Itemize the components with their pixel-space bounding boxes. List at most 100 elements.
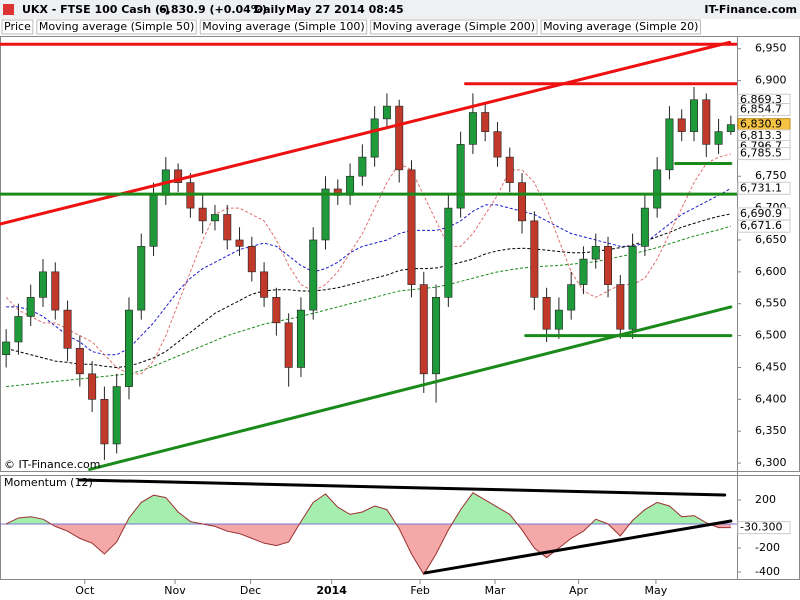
x-tick-label: Oct [75,584,95,597]
candle-body [14,316,23,343]
candle-body [223,214,232,241]
candle-body [432,297,441,375]
candle-body [505,156,514,183]
candle-body [346,175,355,196]
momentum-area-negative [6,523,731,575]
x-tick-label: Apr [569,584,589,597]
level-label: -30.300 [740,521,782,534]
legend-box [540,19,701,35]
candle-body [665,118,674,171]
y-tick-label: 6,500 [755,329,787,342]
candle-body [702,99,711,145]
candle-body [640,207,649,247]
candle-body [2,341,11,356]
legend-box [370,19,538,35]
candle-body [321,188,330,241]
candle-body [149,195,158,247]
y-tick-label: 6,600 [755,265,787,278]
legend-entry: Moving average (Simple 100) [202,20,364,33]
y-tick-label: -200 [755,541,780,554]
candle-body [210,214,219,222]
trendline [78,478,727,497]
last-price: 6,830.9 (+0.04%) [159,3,267,16]
y-tick-label: 6,900 [755,74,787,87]
trendline [88,305,733,471]
plot-area [0,478,737,576]
candle-body [382,105,391,120]
legend-entry: Moving average (Simple 200) [373,20,535,33]
level-label-box [737,181,791,195]
legend-entry: Moving average (Simple 50) [39,20,194,33]
logo-icon [3,4,14,15]
level-label: 6,869.3 [740,93,782,106]
candle-body [579,258,588,285]
candle-body [284,322,293,368]
y-tick-label: 6,300 [755,456,787,469]
level-label: 6,785.5 [740,147,782,160]
candle-body [235,239,244,247]
candle-body [63,309,72,349]
y-tick-label: 6,950 [755,42,787,55]
x-tick-label: Feb [410,584,429,597]
symbol: UKX - FTSE 100 Cash (-) [22,3,170,16]
candle-body [260,271,269,298]
y-tick-label: 6,450 [755,360,787,373]
momentum-line [5,492,731,576]
candle-body [112,386,121,445]
x-tick-label: Dec [240,584,261,597]
candle-body [419,284,428,375]
candle-body [604,246,613,285]
level-label: 6,830.9 [740,118,782,131]
candle-body [26,297,35,317]
candle-body [456,144,465,209]
candle-body [247,246,256,273]
plot-area [0,40,737,471]
candle-body [272,297,281,324]
candle-body [309,239,318,311]
candle-body [518,182,527,222]
candle-body [358,156,367,177]
level-label: 6,731.1 [740,181,782,194]
brand: IT-Finance.com [704,3,797,16]
candle-body [88,373,97,400]
candle-body [444,207,453,298]
level-label: 6,854.7 [740,102,782,115]
level-label-box [737,102,791,116]
candle-body [137,246,146,311]
candle-body [370,118,379,158]
y-tick-label: -400 [755,565,780,578]
period: Daily [254,3,285,16]
momentum-area-positive [6,492,710,524]
candle-body [653,169,662,209]
timestamp: May 27 2014 08:45 [286,3,404,16]
candle-body [493,131,502,158]
legend-entry: Moving average (Simple 20) [543,20,698,33]
level-label: 6,671.6 [740,219,782,232]
candle-body [75,348,84,375]
watermark: © IT-Finance.com [4,458,101,471]
x-tick-label: May [645,584,668,597]
candle-body [530,220,539,298]
candle-body [481,112,490,132]
legend-box [199,19,368,35]
candle-body [542,297,551,330]
x-tick-label: Mar [485,584,506,597]
candle-body [628,246,637,330]
candle-body [100,399,109,445]
legend-box [1,19,34,35]
candle-body [677,118,686,132]
candle-body [567,284,576,311]
candle-body [468,112,477,145]
candle-body [296,309,305,368]
header-bar [0,0,800,19]
y-tick-label: 200 [755,493,776,506]
candle-body [39,271,47,298]
x-tick-label: 2014 [316,584,347,597]
y-tick-label: 6,350 [755,424,787,437]
x-tick-label: Nov [164,584,186,597]
candle-body [174,169,183,183]
level-label-box [737,147,791,161]
level-label: 6,813.3 [740,129,782,142]
